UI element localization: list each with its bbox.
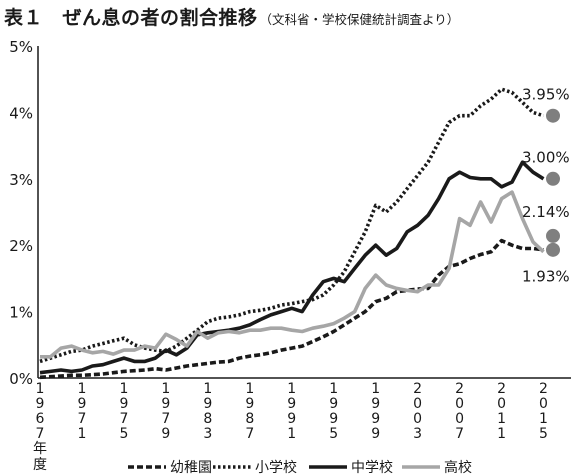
- y-tick-label: 5%: [9, 38, 33, 56]
- end-markers: 3.95% 3.00% 2.14% 1.93%: [522, 85, 570, 285]
- end-marker: [546, 242, 560, 257]
- end-marker: [546, 171, 560, 186]
- y-tick-label: 2%: [9, 237, 33, 255]
- series-line-高校: [40, 190, 545, 359]
- y-tick-label: 3%: [9, 171, 33, 189]
- series-line-幼稚園: [39, 238, 544, 380]
- legend-label: 小学校: [255, 459, 297, 476]
- legend-label: 中学校: [351, 459, 393, 476]
- chart-title: 表１ ぜん息の者の割合推移: [4, 7, 258, 29]
- series-lines: [39, 87, 545, 380]
- end-value-label: 3.95%: [522, 85, 570, 103]
- legend-label: 幼稚園: [170, 460, 212, 476]
- y-tick-labels: 0% 1% 2% 3% 4% 5%: [9, 38, 33, 388]
- end-value-label: 3.00%: [522, 149, 570, 167]
- chart-title-block: 表１ ぜん息の者の割合推移 （文科省・学校保健統計調査より）: [4, 3, 459, 30]
- x-tick-labels: 1 9 6 7 1 9 7 1 1 9 7 5 1 9 7 9 1 9 8 3 1 9 8 7 1 9 9 1 1 9 9 5 1 9 9 9 2 0 0 3…: [33, 381, 548, 473]
- legend-label: 高校: [444, 459, 472, 476]
- end-value-label: 1.93%: [522, 267, 570, 285]
- end-marker: [546, 108, 560, 123]
- y-tick-label: 0%: [9, 370, 33, 388]
- axes: [37, 46, 571, 379]
- end-value-label: 2.14%: [522, 203, 570, 221]
- series-line-小学校: [39, 87, 545, 364]
- end-marker: [546, 228, 560, 243]
- chart-subtitle: （文科省・学校保健統計調査より）: [259, 12, 460, 27]
- series-line-中学校: [39, 160, 545, 375]
- x-unit-label: 年度: [33, 441, 47, 473]
- y-tick-label: 4%: [9, 104, 33, 122]
- y-tick-label: 1%: [9, 304, 33, 322]
- legend: 幼稚園 小学校 中学校 高校: [128, 459, 472, 476]
